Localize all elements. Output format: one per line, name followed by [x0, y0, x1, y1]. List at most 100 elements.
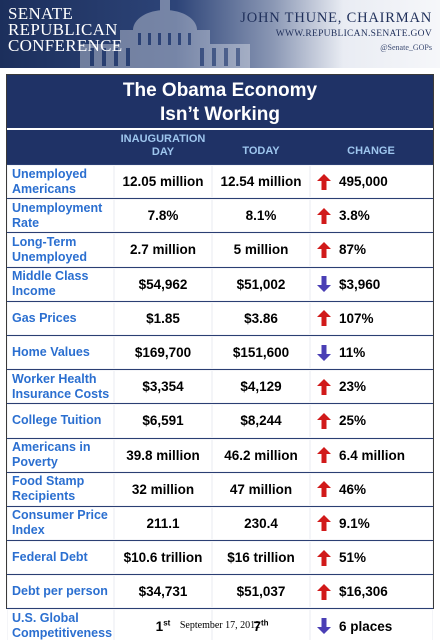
table-row: Consumer Price Index 211.1 230.4 9.1% — [7, 505, 433, 541]
row-label-cell: U.S. Global Competitiveness — [8, 610, 113, 640]
change-cell: 6 places — [311, 610, 432, 640]
website-link[interactable]: WWW.REPUBLICAN.SENATE.GOV — [275, 29, 432, 39]
inauguration-value-text: 39.8 million — [126, 447, 200, 463]
publication-date: September 17, 2012 — [179, 620, 261, 631]
row-label-cell: Middle Class Income — [8, 268, 113, 300]
row-label-line-1: Debt per person — [12, 584, 108, 599]
today-value-value: $16 trillion — [227, 550, 295, 565]
today-value-value: 46.2 million — [224, 448, 298, 463]
table-row: Home Values $169,700 $151,600 11% — [7, 334, 433, 370]
arrow-down-icon — [317, 276, 331, 293]
today-value-text: $16 trillion — [227, 550, 295, 566]
inauguration-value-cell: $34,731 — [115, 576, 211, 608]
ordinal-suffix: th — [260, 618, 269, 628]
row-label-line-2: Recipients — [12, 489, 76, 504]
row-label: Consumer Price Index — [12, 508, 108, 538]
row-label-cell: Home Values — [8, 336, 113, 369]
row-label: Unemployment Rate — [12, 201, 102, 231]
row-label-line-1: Middle Class — [12, 269, 89, 284]
change-value: 87% — [339, 242, 367, 258]
table-row: U.S. Global Competitiveness 1st 7th 6 places — [7, 608, 433, 640]
table-row: Americans in Poverty 39.8 million 46.2 mill… — [7, 437, 433, 472]
row-label-line-1: Americans in — [12, 440, 91, 455]
header-banner: SENATE REPUBLICAN CONFERENCE JOHN THUNE,… — [0, 0, 440, 68]
row-label-line-2: Competitiveness — [12, 626, 113, 640]
org-line-1: SENATE — [8, 4, 74, 23]
row-label: Long-Term Unemployed — [12, 235, 87, 265]
inauguration-value-cell: $54,962 — [115, 268, 211, 300]
row-label-line-1: Federal Debt — [12, 550, 88, 565]
today-value-text: $51,002 — [236, 276, 286, 292]
inauguration-value-text: $1.85 — [146, 310, 180, 326]
today-value-text: 7 — [253, 618, 261, 634]
inauguration-value-value: 7.8% — [148, 208, 179, 223]
title-line-2: Isn’t Working — [160, 104, 280, 125]
change-cell: 9.1% — [311, 507, 432, 540]
row-label-line-2: Unemployed — [12, 249, 88, 264]
today-value-cell: 230.4 — [213, 507, 309, 540]
today-value-text: $8,244 — [240, 413, 282, 429]
twitter-handle[interactable]: @Senate_GOPs — [380, 43, 432, 52]
today-value-cell: 12.54 million — [213, 166, 309, 198]
arrow-up-icon — [317, 207, 331, 224]
change-value: 6 places — [339, 618, 393, 634]
change-value: 46% — [339, 481, 367, 497]
inauguration-value-cell: 211.1 — [115, 507, 211, 540]
today-value-value: $8,244 — [240, 413, 281, 428]
inauguration-value-text: $54,962 — [138, 276, 188, 292]
inauguration-value-value: $34,731 — [139, 584, 188, 599]
today-value-cell: $8,244 — [213, 405, 309, 437]
today-value-value: 47 million — [230, 482, 292, 497]
inauguration-value-cell: 12.05 million — [115, 166, 211, 198]
arrow-up-icon — [317, 412, 331, 429]
row-label-cell: College Tuition — [8, 405, 113, 437]
row-label: Worker Health Insurance Costs — [12, 372, 109, 402]
inauguration-value-text: 2.7 million — [129, 242, 197, 258]
inauguration-value-value: $6,591 — [142, 413, 183, 428]
change-value: 3.8% — [339, 208, 370, 224]
inauguration-value-cell: 39.8 million — [115, 439, 211, 471]
row-label-cell: Unemployed Americans — [8, 166, 113, 198]
ordinal-suffix: st — [163, 618, 171, 628]
arrow-up-icon — [317, 481, 331, 498]
row-label-cell: Americans in Poverty — [8, 439, 113, 471]
inauguration-value-cell: $3,354 — [115, 371, 211, 403]
arrow-up-icon — [317, 378, 331, 395]
column-header-inauguration-line-1: INAUGURATION — [120, 133, 206, 145]
change-cell: 3.8% — [311, 200, 432, 232]
inauguration-value-value: $10.6 trillion — [124, 550, 203, 565]
inauguration-value-value: 12.05 million — [122, 174, 203, 189]
row-label-line-2: Americans — [12, 181, 76, 196]
inauguration-value-cell: $169,700 — [115, 336, 211, 369]
today-value-value: 230.4 — [244, 516, 278, 531]
row-label: Federal Debt — [12, 550, 88, 565]
arrow-up-icon — [317, 515, 331, 532]
row-label-line-1: Food Stamp — [12, 474, 85, 489]
table-body: Unemployed Americans 12.05 million 12.54 mi… — [7, 164, 433, 640]
table-row: Long-Term Unemployed 2.7 million 5 million 8… — [7, 232, 433, 267]
inauguration-value-value: 211.1 — [146, 516, 179, 531]
column-headers: INAUGURATION DAY TODAY CHANGE — [7, 130, 433, 164]
row-label-cell: Debt per person — [8, 576, 113, 608]
inauguration-value-text: $3,354 — [142, 379, 184, 395]
economy-table: The Obama Economy Isn’t Working INAUGURA… — [6, 74, 434, 640]
organization-name: SENATE REPUBLICAN CONFERENCE — [8, 4, 122, 54]
table-row: Debt per person $34,731 $51,037 $16,306 — [7, 574, 433, 609]
table-row: Worker Health Insurance Costs $3,354 $4,129… — [7, 369, 433, 404]
table-row: Federal Debt $10.6 trillion $16 trillion 51… — [7, 540, 433, 575]
inauguration-value-text: 1 — [155, 618, 164, 634]
inauguration-value-value: 39.8 million — [126, 448, 200, 463]
row-label: College Tuition — [12, 413, 101, 428]
today-value-value: $51,037 — [237, 584, 286, 599]
row-label-line-1: U.S. Global — [12, 611, 79, 626]
change-value: $3,960 — [339, 276, 381, 292]
row-label-line-2: Insurance Costs — [12, 386, 110, 401]
row-label: Debt per person — [12, 584, 108, 599]
inauguration-value-cell: 1st — [115, 610, 211, 640]
row-label-line-2: Index — [12, 523, 45, 538]
today-value-value: 12.54 million — [220, 174, 301, 189]
row-label-cell: Consumer Price Index — [8, 507, 113, 540]
change-value: 6.4 million — [339, 447, 406, 463]
change-cell: 87% — [311, 234, 432, 266]
table-row: Unemployment Rate 7.8% 8.1% 3.8% — [7, 198, 433, 233]
